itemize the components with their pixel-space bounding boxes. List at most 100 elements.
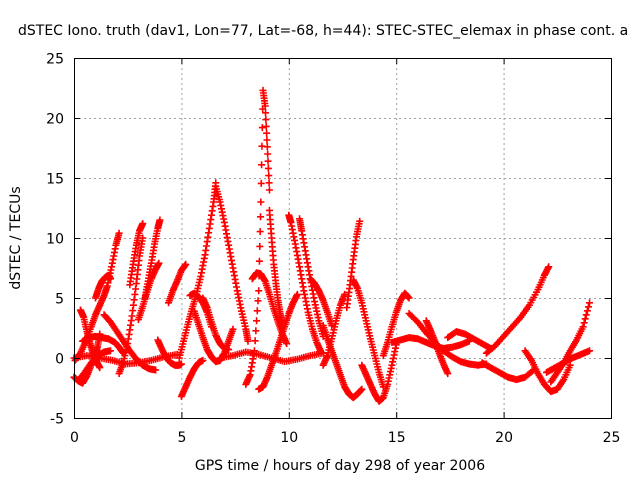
data-point (328, 322, 336, 330)
data-series-30 (379, 289, 413, 360)
data-series-5 (115, 234, 147, 378)
data-series-21 (248, 269, 291, 348)
data-series-41 (216, 348, 327, 366)
data-point (582, 311, 590, 319)
x-tick-label-3: 15 (388, 430, 406, 446)
data-series-35 (482, 263, 553, 357)
data-series-9 (141, 216, 164, 302)
data-point (255, 257, 263, 265)
data-point (255, 287, 263, 295)
data-point (264, 157, 272, 165)
data-point (107, 275, 115, 283)
data-series-3 (91, 271, 115, 302)
data-series-33 (422, 317, 452, 378)
data-series-36 (478, 359, 538, 384)
data-point (257, 198, 265, 206)
data-point (262, 116, 270, 124)
y-tick-label-5: 20 (46, 112, 64, 128)
data-series-42 (74, 347, 115, 385)
y-tick-label-4: 15 (46, 172, 64, 188)
data-point (199, 356, 207, 364)
x-tick-label-5: 25 (603, 430, 621, 446)
data-series-15 (190, 307, 237, 366)
data-point (583, 307, 591, 315)
data-point (358, 385, 366, 393)
data-series-11 (165, 260, 190, 307)
data-point (580, 319, 588, 327)
data-series-13 (212, 182, 252, 345)
data-series-7 (100, 311, 160, 374)
y-tick-label-2: 5 (55, 292, 64, 308)
data-series-39 (543, 347, 594, 376)
x-tick-label-2: 10 (280, 430, 298, 446)
data-point (265, 179, 273, 187)
data-point (229, 325, 237, 333)
data-point (581, 315, 589, 323)
data-series-24 (319, 290, 349, 369)
data-series-14 (177, 356, 207, 400)
x-tick-label-1: 5 (177, 430, 186, 446)
data-point (264, 164, 272, 172)
data-point (207, 323, 215, 331)
data-series-25 (306, 275, 336, 330)
data-point (254, 297, 262, 305)
data-point (356, 217, 364, 225)
x-tick-label-4: 20 (495, 430, 513, 446)
data-point (225, 346, 233, 354)
data-series-40 (70, 350, 181, 368)
data-point (586, 299, 594, 307)
data-point (265, 186, 273, 194)
data-point (139, 220, 147, 228)
y-tick-label-0: -5 (50, 412, 64, 428)
y-tick-label-1: 0 (55, 352, 64, 368)
data-point (244, 337, 252, 345)
data-point (257, 179, 265, 187)
data-point (319, 349, 327, 357)
data-point (253, 307, 261, 315)
data-point (293, 290, 301, 298)
data-series-28 (349, 276, 387, 391)
data-point (264, 150, 272, 158)
data-point (261, 102, 269, 110)
data-point (155, 259, 163, 267)
data-point (444, 370, 452, 378)
data-series-8 (134, 259, 163, 324)
data-point (262, 122, 270, 130)
data-series-29 (358, 341, 400, 405)
x-axis-label: GPS time / hours of day 298 of year 2006 (195, 458, 485, 474)
data-point (579, 323, 587, 331)
data-point (252, 327, 260, 335)
axis-ticks: 0 5 10 15 20 25 -5 0 5 10 15 20 25 (46, 52, 620, 447)
data-point (257, 213, 265, 221)
y-tick-label-6: 25 (46, 52, 64, 68)
data-series-37 (521, 347, 574, 396)
y-tick-label-3: 10 (46, 232, 64, 248)
data-series-19 (265, 206, 286, 328)
data-point (96, 364, 104, 372)
data-series-27 (343, 217, 364, 312)
chart-title: dSTEC Iono. truth (dav1, Lon=77, Lat=-68… (18, 23, 628, 39)
data-series-6 (126, 220, 147, 289)
data-series-22 (285, 211, 325, 356)
data-point (341, 290, 349, 298)
data-point (584, 303, 592, 311)
data-point (586, 347, 594, 355)
data-point (107, 347, 115, 355)
data-point (263, 129, 271, 137)
data-point (405, 294, 413, 302)
data-point (251, 337, 259, 345)
data-point (262, 109, 270, 117)
data-series-18 (242, 86, 273, 388)
data-point (177, 360, 185, 368)
data-point (258, 124, 266, 132)
data-point (265, 172, 273, 180)
data-point (115, 229, 123, 237)
data-point (152, 366, 160, 374)
data-point (283, 340, 291, 348)
data-series-26 (319, 322, 366, 402)
data-point (156, 216, 164, 224)
data-point (173, 350, 181, 358)
data-point (253, 317, 261, 325)
data-point (263, 143, 271, 151)
